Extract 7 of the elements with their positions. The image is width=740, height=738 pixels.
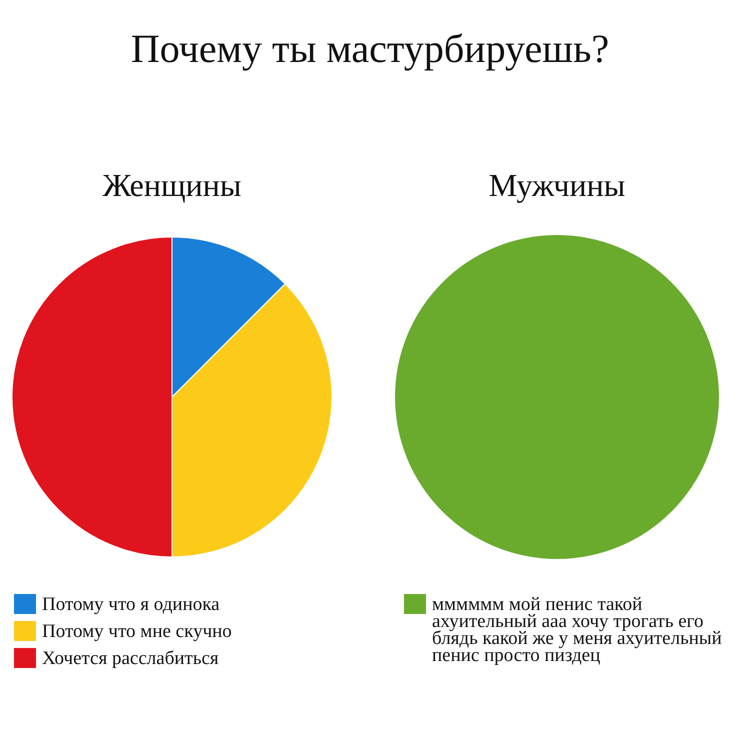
- chart-subtitle: Женщины: [102, 167, 242, 203]
- legend-label: мммммм мой пенис такой ахуительный ааа хочу трогать его блядь какой же у меня ахуительный пенис просто пиздец: [432, 594, 722, 666]
- legend-label: Потому что я одинока: [42, 594, 220, 615]
- chart-title: Мужчины: [488, 167, 626, 203]
- legend-label: Потому что мне скучно: [42, 621, 232, 642]
- legend-label: Хочется расслабиться: [42, 648, 219, 669]
- chart-title: Почему ты мастурбируешь?: [130, 26, 610, 71]
